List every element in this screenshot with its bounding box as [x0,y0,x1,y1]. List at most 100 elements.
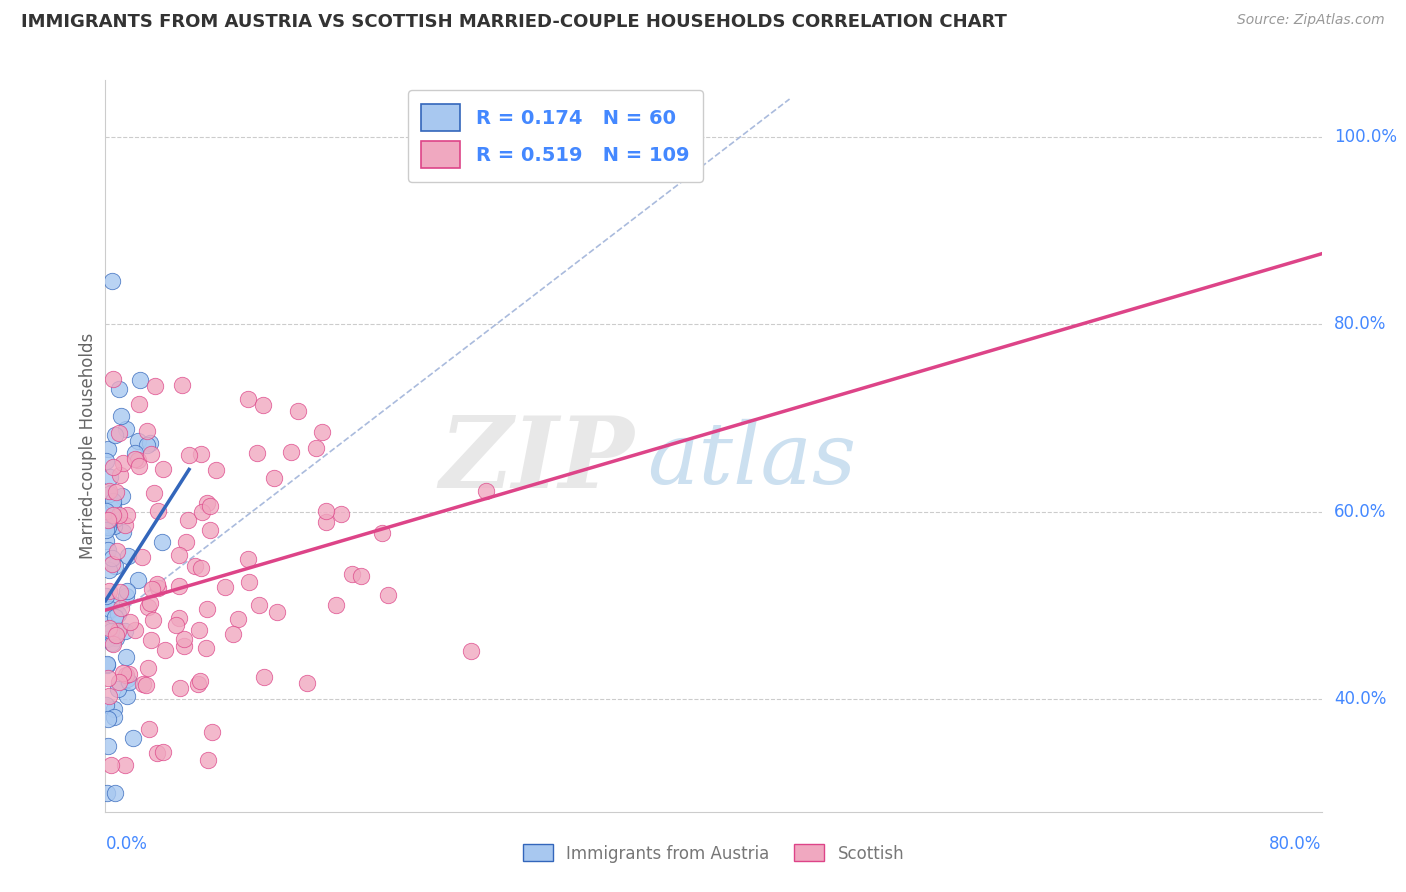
Point [311,425,333,440]
Point [214,580,236,594]
Point [100,274,122,288]
Point [98,601,121,615]
Point [177,513,200,527]
Point [97,671,120,685]
Point [115,589,138,603]
Point [103,498,125,512]
Point [94,523,117,537]
Point [97,713,120,727]
Point [97,512,120,526]
Point [101,508,124,523]
Point [100,757,122,772]
Point [139,632,162,647]
Point [112,524,135,539]
Point [329,508,352,522]
Point [103,519,125,533]
Point [108,425,131,440]
Point [104,428,127,442]
Point [94,590,117,604]
Point [100,624,122,638]
Point [188,623,211,637]
Point [253,671,276,685]
Legend: Immigrants from Austria, Scottish: Immigrants from Austria, Scottish [516,838,911,869]
Point [104,628,127,642]
Point [195,602,218,616]
Point [128,459,150,474]
Point [96,503,118,517]
Point [98,483,121,498]
Point [167,611,190,625]
Point [101,636,124,650]
Point [139,447,162,461]
Y-axis label: Married-couple Households: Married-couple Households [79,333,97,559]
Point [315,504,337,518]
Point [117,674,139,689]
Point [325,598,347,612]
Point [96,657,118,672]
Point [150,535,173,549]
Point [117,549,139,563]
Text: atlas: atlas [647,419,856,502]
Point [98,470,121,484]
Point [287,404,309,418]
Point [96,454,118,468]
Point [124,623,146,637]
Point [128,373,150,387]
Point [111,666,134,681]
Point [173,632,195,646]
Point [97,584,120,599]
Point [152,745,174,759]
Point [191,505,214,519]
Point [236,392,259,406]
Text: Source: ZipAtlas.com: Source: ZipAtlas.com [1237,13,1385,28]
Point [124,452,146,467]
Point [370,526,392,541]
Point [136,660,159,674]
Point [131,550,153,565]
Point [205,463,228,477]
Point [108,508,131,523]
Point [94,533,117,548]
Point [103,702,125,716]
Point [114,757,136,772]
Text: 100.0%: 100.0% [1334,128,1396,145]
Point [96,786,118,800]
Point [105,544,128,558]
Point [475,483,498,498]
Point [127,434,149,449]
Point [98,563,121,577]
Point [165,618,187,632]
Point [104,558,127,573]
Point [141,582,163,596]
Point [114,518,136,533]
Point [146,581,169,595]
Point [101,494,124,508]
Point [167,579,190,593]
Point [114,650,136,665]
Point [460,644,482,658]
Point [222,626,245,640]
Point [139,435,162,450]
Point [143,379,166,393]
Text: 40.0%: 40.0% [1334,690,1386,708]
Point [117,508,139,522]
Point [174,535,197,549]
Point [252,399,274,413]
Point [315,515,337,529]
Point [97,520,120,534]
Point [190,674,212,689]
Point [194,640,217,655]
Text: 0.0%: 0.0% [105,835,148,853]
Point [124,446,146,460]
Point [108,467,131,482]
Point [197,753,219,767]
Point [350,568,373,582]
Point [200,499,222,513]
Point [201,725,224,739]
Point [138,722,160,736]
Point [152,461,174,475]
Point [177,449,200,463]
Point [101,459,124,474]
Point [110,409,132,424]
Point [101,557,124,571]
